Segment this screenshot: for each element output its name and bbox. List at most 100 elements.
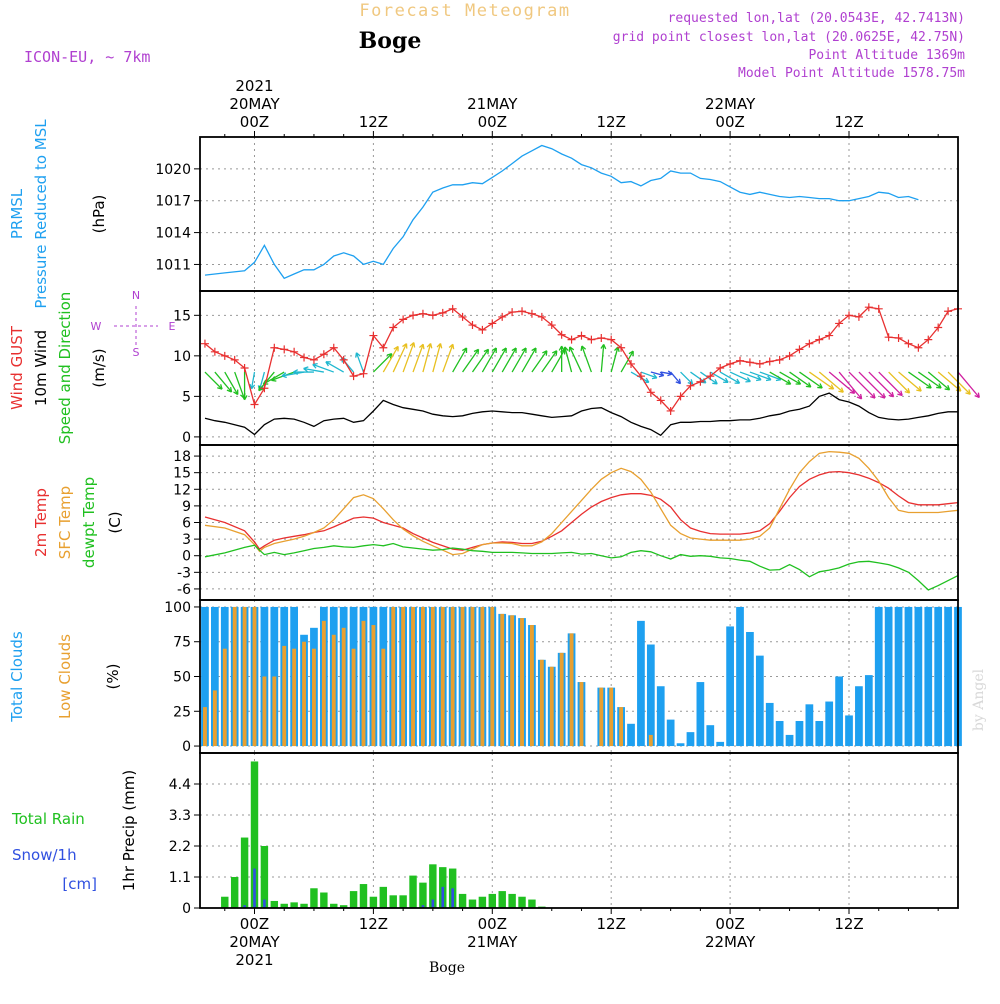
bottom-time-label: 00Z <box>478 915 507 933</box>
wind-ytick-label: 10 <box>173 349 191 365</box>
pressure-frame <box>199 136 959 292</box>
gust-point <box>686 381 695 390</box>
wind-vector <box>452 347 468 373</box>
cloud-low-bar <box>212 690 217 747</box>
rain-bar <box>240 837 249 908</box>
clouds-ylabel: (%) <box>104 664 122 690</box>
cloud-low-bar <box>292 648 297 747</box>
cloud-total-bar <box>864 675 873 747</box>
cloud-total-bar <box>656 686 665 747</box>
wind-vector <box>432 343 443 373</box>
wind-vector <box>719 371 741 384</box>
gust-point <box>795 345 804 354</box>
wind-vector <box>957 371 980 399</box>
cloud-low-bar <box>500 613 505 747</box>
cloud-total-bar <box>706 725 715 747</box>
wind-vector <box>568 346 583 373</box>
cloud-low-bar <box>619 707 624 747</box>
wind-vector <box>888 371 911 394</box>
wind-ytick-label: 0 <box>182 430 191 446</box>
gust-point <box>260 384 269 393</box>
rain-bar <box>221 896 229 908</box>
wind-vector <box>382 345 399 373</box>
gust-point <box>716 364 725 372</box>
cloud-low-bar <box>421 606 425 747</box>
cloud-low-bar <box>321 620 326 747</box>
clouds-ytick-label: 75 <box>173 635 191 651</box>
gust-point <box>557 330 566 339</box>
rain-bar <box>399 895 407 908</box>
rain-bar <box>339 905 348 908</box>
gust-point <box>418 309 427 318</box>
rain-bar <box>260 846 269 908</box>
wind-ylabel: Wind GUST <box>8 325 26 410</box>
cloud-total-bar <box>795 721 804 747</box>
wind-vector <box>610 346 620 373</box>
gust-point <box>755 359 764 368</box>
gust-point <box>409 311 418 320</box>
gust-point <box>349 372 358 381</box>
bottom-time-label: 00Z <box>240 915 269 933</box>
rain-bar <box>250 761 259 908</box>
rain-bar <box>270 900 279 908</box>
compass-rose: N W E S <box>91 289 176 359</box>
grid-point-lonlat: grid point closest lon,lat (20.0625E, 42… <box>613 30 965 45</box>
wind-vector <box>809 371 835 390</box>
cloud-low-bar <box>232 606 237 747</box>
watermark: by Angel <box>971 668 987 731</box>
wind-ytick-label: 5 <box>182 389 191 405</box>
bottom-time-label: 12Z <box>597 915 626 933</box>
gust-point <box>597 334 606 343</box>
cloud-low-bar <box>272 676 277 747</box>
wind-vector <box>511 347 527 373</box>
cloud-total-bar <box>755 655 764 747</box>
gust-point <box>290 347 299 356</box>
cloud-low-bar <box>371 625 376 747</box>
wind-vector <box>293 369 314 376</box>
precip-legend-item: Total Rain <box>11 810 85 828</box>
bottom-time-label: 2021 <box>235 951 273 969</box>
snow-bar <box>243 905 246 908</box>
gust-point <box>220 351 229 360</box>
wind-vector <box>917 371 942 389</box>
cloud-total-bar <box>785 734 794 747</box>
pressure-ylabel: (hPa) <box>90 195 108 234</box>
wind-vector <box>580 345 592 373</box>
cloud-low-bar <box>520 618 524 747</box>
wind-vector <box>769 371 792 385</box>
cloud-total-bar <box>914 606 923 747</box>
cloud-total-bar <box>726 626 734 747</box>
top-time-label: 2021 <box>235 77 273 95</box>
cloud-low-bar <box>440 606 445 747</box>
pressure-panel: 1011 1014 1017 1020 <box>155 137 958 291</box>
gust-point <box>240 364 249 372</box>
gust-point <box>607 335 616 344</box>
temperature-ytick-label: -6 <box>177 582 191 598</box>
wind-vector <box>241 372 248 401</box>
gust-line <box>204 306 959 413</box>
precip-ylabel: 1hr Precip (mm) <box>120 770 138 891</box>
cloud-low-bar <box>480 606 485 747</box>
bottom-time-label: 12Z <box>359 915 388 933</box>
rain-bar <box>468 899 477 908</box>
station-title: Boge <box>359 28 422 54</box>
gust-point <box>458 312 467 321</box>
temperature-ytick-label: 9 <box>182 499 191 515</box>
compass-letter: E <box>169 320 176 333</box>
rain-bar <box>488 893 497 908</box>
cloud-low-bar <box>252 606 257 747</box>
precip-ytick-label: 2.2 <box>169 839 191 855</box>
wind-vector <box>355 352 365 373</box>
wind-vector <box>521 347 537 373</box>
wind-vector <box>878 371 903 397</box>
cloud-low-bar <box>312 648 316 747</box>
rain-bar <box>290 902 298 908</box>
cloud-total-bar <box>627 723 635 747</box>
bottom-time-label: 12Z <box>834 915 863 933</box>
temperature-ytick-label: -3 <box>177 565 191 581</box>
rain-bar <box>349 891 358 908</box>
gust-point <box>210 347 219 356</box>
wind-vector <box>402 342 416 373</box>
cloud-low-bar <box>539 659 544 747</box>
gust-point <box>696 377 705 386</box>
